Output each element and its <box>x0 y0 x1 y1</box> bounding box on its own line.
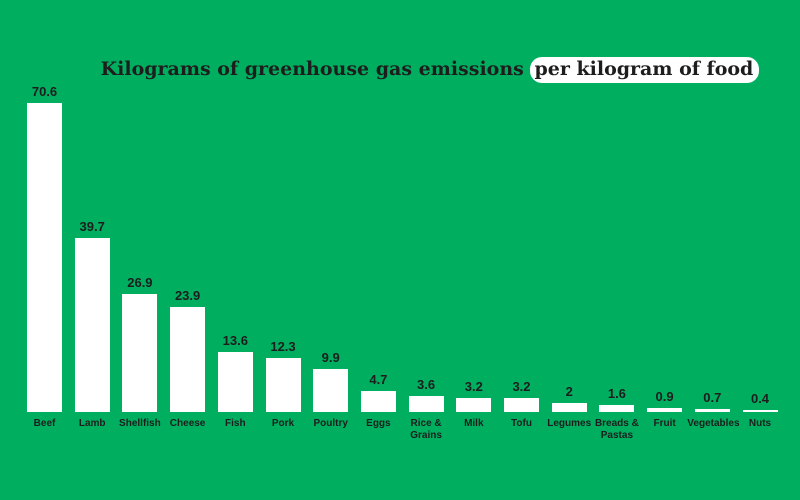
bar <box>456 397 492 412</box>
category-label: Beef <box>33 418 56 429</box>
category-label: Cheese <box>169 418 206 429</box>
category-label: Fruit <box>653 418 676 429</box>
bar <box>647 408 683 412</box>
value-label: 1.6 <box>607 385 626 401</box>
category-label: Breads & Pastas <box>594 418 639 441</box>
category-label: Milk <box>464 418 484 429</box>
value-label: 39.7 <box>79 219 105 235</box>
value-label: 26.9 <box>127 275 153 291</box>
bar <box>27 103 62 412</box>
value-label: 9.9 <box>321 349 340 365</box>
category-label: Vegetables <box>687 418 740 429</box>
category-label: Shellfish <box>119 418 161 429</box>
bar <box>313 368 349 412</box>
value-label: 23.9 <box>174 288 201 304</box>
title-main: Kilograms of greenhouse gas emissions <box>100 58 524 80</box>
bar <box>694 408 730 412</box>
value-label: 2 <box>565 384 573 400</box>
bar <box>265 358 301 412</box>
category-label: Tofu <box>511 418 532 429</box>
bar <box>122 294 158 412</box>
bar <box>742 410 778 412</box>
bar <box>504 397 539 412</box>
chart-title: Kilograms of greenhouse gas emissions pe… <box>0 57 800 83</box>
value-label: 3.2 <box>512 378 531 394</box>
category-label: Rice & Grains <box>410 418 442 441</box>
title-highlight: per kilogram of food <box>530 57 760 83</box>
bar <box>551 403 587 412</box>
category-label: Fish <box>225 418 246 429</box>
bar <box>217 352 253 412</box>
value-label: 4.7 <box>369 372 388 388</box>
value-label: 12.3 <box>270 339 296 355</box>
category-label: Eggs <box>366 418 391 429</box>
category-label: Lamb <box>78 418 106 429</box>
value-label: 3.2 <box>464 378 483 394</box>
bar <box>170 307 206 412</box>
bar <box>360 391 396 412</box>
value-label: 3.6 <box>417 377 436 393</box>
category-label: Pork <box>271 418 295 429</box>
bar <box>74 238 110 412</box>
value-label: 0.4 <box>750 391 770 407</box>
category-label: Nuts <box>748 418 772 429</box>
category-label: Legumes <box>547 418 592 429</box>
bar <box>408 396 444 412</box>
category-label: Poultry <box>313 418 348 429</box>
value-label: 13.6 <box>222 333 248 349</box>
value-label: 0.7 <box>703 389 722 405</box>
value-label: 0.9 <box>655 389 674 405</box>
value-label: 70.6 <box>31 84 58 99</box>
bar <box>599 404 635 412</box>
